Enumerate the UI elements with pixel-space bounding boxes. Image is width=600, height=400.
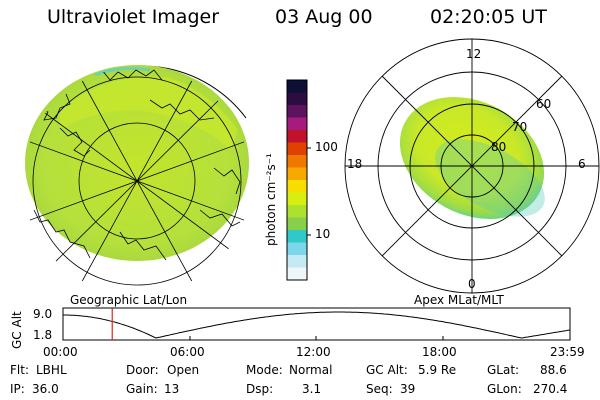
colorbar-segment (287, 192, 307, 206)
observation-time: 02:20:05 UT (430, 6, 547, 28)
gc-alt-label: GC Alt: (366, 363, 408, 377)
mlat-label-60: 60 (536, 97, 552, 111)
latitude-circle-outer (32, 76, 242, 286)
colorbar-segment (287, 92, 307, 106)
auroral-oval-edge (435, 139, 545, 217)
dsp-label: Dsp: (246, 382, 274, 396)
mlat-label-80: 80 (491, 140, 507, 154)
mlt-label-18: 18 (347, 157, 363, 171)
gc-alt-value: 5.9 Re (418, 363, 457, 377)
gain-value: 13 (164, 382, 180, 396)
gain-label: Gain: (126, 382, 158, 396)
colorbar-label-10: 10 (315, 227, 331, 241)
colorbar-segment (287, 180, 307, 193)
coastline (59, 127, 91, 157)
mlt-label-12: 12 (466, 47, 482, 61)
colorbar-segment (287, 242, 307, 256)
image-bright-band (60, 76, 238, 150)
colorbar-segment (287, 267, 307, 281)
time-tick-2359: 23:59 (550, 345, 585, 359)
colorbar-segment (287, 205, 307, 218)
colorbar-segment (287, 155, 307, 168)
coastline (213, 167, 241, 195)
glat-value: 88.6 (540, 363, 567, 377)
time-tick-0000: 00:00 (43, 345, 78, 359)
colorbar-segment (287, 217, 307, 231)
colorbar-segment (287, 255, 307, 268)
filter-label: Flt: (10, 363, 29, 377)
colorbar-segment (287, 130, 307, 143)
colorbar (286, 79, 311, 281)
glon-value: 270.4 (533, 382, 568, 396)
coastline (149, 99, 215, 121)
colorbar-segment (287, 142, 307, 156)
geographic-panel-label: Geographic Lat/Lon (70, 293, 188, 307)
ip-label: IP: (10, 382, 25, 396)
door-label: Door: (126, 363, 159, 377)
altitude-plot-frame (62, 307, 571, 341)
colorbar-segment (287, 167, 307, 181)
time-tick-0600: 06:00 (170, 345, 205, 359)
latitude-circle-inner (78, 122, 196, 240)
door-value: Open (167, 363, 200, 377)
coastline (33, 209, 91, 259)
meridian-line (46, 91, 228, 271)
colorbar-segment (287, 117, 307, 131)
geographic-panel (23, 65, 251, 288)
time-tick-1200: 12:00 (296, 345, 331, 359)
altitude-axis-label: GC Alt (10, 311, 24, 349)
mlt-line-diag (381, 75, 563, 257)
coastline (199, 209, 241, 227)
colorbar-segment (287, 230, 307, 243)
colorbar-unit-label: photon cm⁻²s⁻¹ (264, 153, 278, 246)
polar-panel (344, 38, 600, 294)
seq-value: 39 (400, 382, 416, 396)
image-cyan-edge (94, 66, 151, 77)
colorbar-segment (287, 80, 307, 93)
glat-label: GLat: (487, 363, 520, 377)
altitude-plot (62, 307, 571, 341)
mlat-label-70: 70 (512, 120, 528, 134)
altitude-ytick-max: 9.0 (33, 307, 53, 321)
altitude-ytick-min: 1.8 (33, 328, 53, 342)
glon-label: GLon: (487, 382, 522, 396)
instrument-title: Ultraviolet Imager (47, 6, 220, 28)
colorbar-segment (287, 105, 307, 118)
mlt-label-0: 0 (468, 277, 476, 291)
mlt-label-6: 6 (578, 157, 586, 171)
filter-value: LBHL (36, 363, 67, 377)
time-tick-1800: 18:00 (422, 345, 457, 359)
observation-date: 03 Aug 00 (275, 6, 373, 28)
seq-label: Seq: (366, 382, 393, 396)
coastline (119, 231, 167, 261)
ip-value: 36.0 (32, 382, 59, 396)
colorbar-frame (286, 79, 308, 281)
dsp-value: 3.1 (302, 382, 322, 396)
altitude-curve (63, 311, 571, 339)
magnetic-panel-label: Apex MLat/MLT (414, 293, 504, 307)
colorbar-label-100: 100 (315, 140, 338, 154)
mode-value: Normal (289, 363, 333, 377)
mode-label: Mode: (246, 363, 283, 377)
